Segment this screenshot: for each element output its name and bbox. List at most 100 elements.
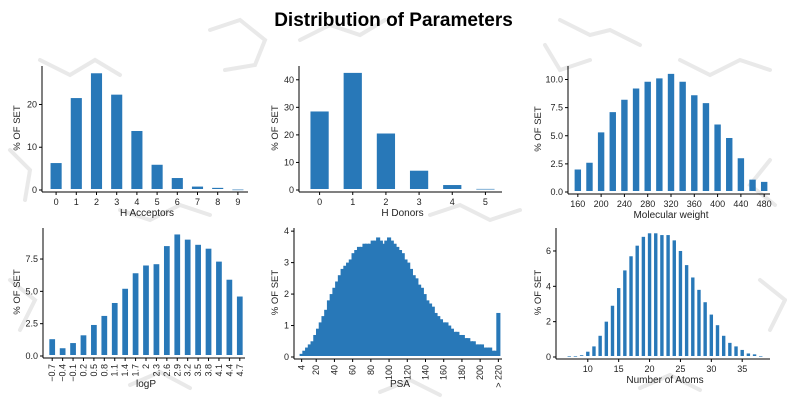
- bar: [574, 169, 582, 191]
- bar: [746, 353, 751, 356]
- bar: [365, 243, 370, 356]
- x-tick-label: 20: [311, 365, 321, 375]
- y-axis-label: % OF SET: [270, 270, 281, 316]
- bar: [409, 170, 429, 189]
- x-tick-label: 4.7: [235, 364, 245, 377]
- x-tick-label: 1.4: [120, 364, 130, 377]
- bar: [324, 309, 329, 356]
- bar: [471, 341, 476, 356]
- bar: [709, 314, 714, 356]
- bar: [195, 244, 201, 355]
- bar: [734, 346, 738, 356]
- bar: [759, 356, 763, 357]
- bar: [466, 338, 471, 356]
- bar: [458, 334, 463, 356]
- bar: [354, 250, 359, 356]
- bar: [703, 302, 707, 356]
- bar: [749, 179, 756, 192]
- bar: [417, 284, 422, 356]
- bar: [122, 288, 129, 355]
- bar: [728, 342, 732, 356]
- x-tick-label: 0: [54, 197, 59, 207]
- x-tick-label: 5: [483, 197, 488, 207]
- bar: [400, 253, 405, 356]
- x-tick-label: 2: [383, 197, 388, 207]
- bar: [425, 300, 430, 356]
- bar: [362, 243, 367, 356]
- bar: [623, 270, 627, 356]
- bar: [667, 73, 675, 191]
- x-axis-label: H Donors: [381, 208, 423, 219]
- x-tick-label: 3.2: [183, 364, 193, 377]
- bar: [212, 187, 224, 189]
- y-tick-label: 20: [284, 130, 294, 140]
- bar: [691, 277, 695, 356]
- y-tick-label: 4: [546, 281, 551, 291]
- bar: [654, 233, 658, 356]
- bar: [447, 325, 452, 356]
- x-tick-label: 480: [757, 199, 772, 209]
- x-tick-label: 4.4: [224, 364, 234, 377]
- x-tick-label: 2.9: [172, 364, 182, 377]
- bar: [370, 240, 375, 356]
- bar: [621, 99, 628, 191]
- bar: [343, 265, 348, 356]
- bar: [318, 322, 323, 356]
- bar: [111, 94, 123, 189]
- bar: [441, 322, 446, 356]
- x-tick-label: 200: [475, 365, 485, 380]
- bar: [205, 248, 212, 355]
- bar: [392, 243, 397, 356]
- bar: [479, 344, 485, 356]
- bar: [579, 355, 584, 356]
- bar: [488, 347, 493, 356]
- bar: [598, 335, 602, 356]
- bar: [714, 124, 721, 191]
- x-tick-label: 200: [594, 199, 609, 209]
- x-tick-label: 140: [421, 365, 431, 380]
- x-tick-label: 120: [402, 365, 412, 380]
- bar: [411, 275, 416, 356]
- bar: [592, 346, 596, 356]
- bar: [752, 354, 757, 356]
- x-axis-label: logP: [136, 379, 156, 390]
- x-tick-label: 5: [155, 197, 160, 207]
- bar: [460, 334, 465, 356]
- bar: [641, 236, 646, 356]
- chart-panel-4: 0.0 2.5 5.0 7.5 −0.7 −0.4 −0.1 0.2 0.5 0.8 1.1 1.4 1…: [12, 228, 245, 390]
- chart-panel-2: 0 10 20 30 40 0 1 2 3 4 5 H Donors % OF SET: [270, 66, 502, 219]
- bar: [715, 325, 720, 356]
- y-axis-label: % OF SET: [12, 269, 23, 315]
- x-tick-label: 240: [617, 199, 632, 209]
- bar: [132, 273, 139, 355]
- bar: [656, 78, 663, 192]
- bar: [313, 334, 318, 356]
- x-tick-label: 1: [350, 197, 355, 207]
- bar: [389, 240, 394, 356]
- bar: [310, 341, 315, 356]
- bar: [70, 343, 76, 355]
- x-tick-label: 360: [687, 199, 702, 209]
- bar: [635, 245, 639, 356]
- bar: [153, 264, 160, 355]
- bar: [697, 289, 701, 356]
- bar: [660, 235, 664, 356]
- bar: [329, 294, 334, 356]
- bar: [310, 111, 329, 189]
- bar: [359, 246, 364, 356]
- bar: [444, 322, 449, 356]
- bar: [691, 95, 698, 191]
- bar: [326, 300, 332, 356]
- x-tick-label: 180: [457, 365, 467, 380]
- bar: [351, 253, 356, 356]
- bar: [760, 181, 768, 192]
- x-axis-label: Number of Atoms: [626, 375, 703, 386]
- bar: [384, 240, 389, 356]
- x-tick-label: 160: [570, 199, 585, 209]
- y-tick-label: 5.0: [25, 286, 38, 296]
- x-tick-label: 35: [737, 364, 747, 374]
- bar: [348, 259, 353, 356]
- bar: [174, 234, 181, 355]
- y-tick-label: 2.5: [550, 159, 563, 169]
